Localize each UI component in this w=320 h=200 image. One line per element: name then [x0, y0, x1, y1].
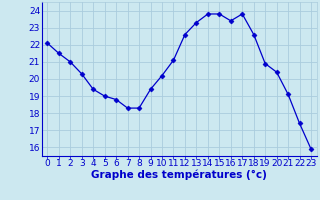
X-axis label: Graphe des températures (°c): Graphe des températures (°c): [91, 169, 267, 180]
